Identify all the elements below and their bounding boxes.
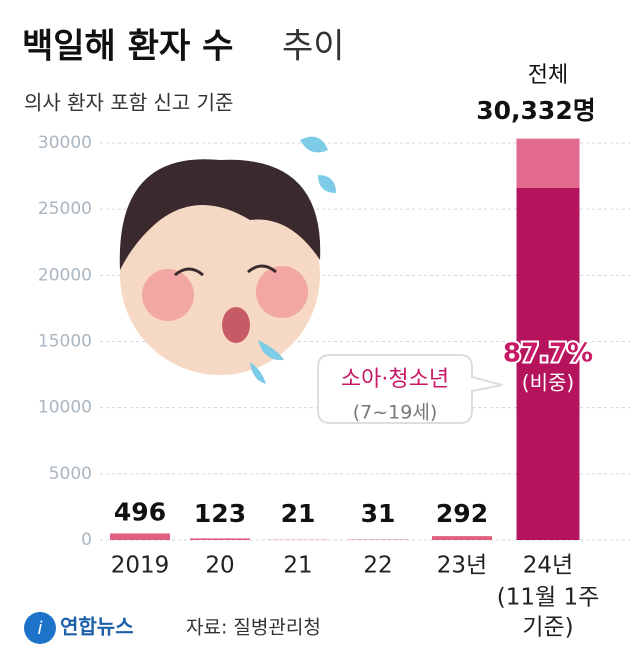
value-label: 496 — [114, 497, 166, 526]
bar-share — [516, 187, 580, 540]
logo: i 연합뉴스 — [24, 612, 134, 644]
share-label: 87.7% — [503, 339, 593, 369]
y-tick-label: 25000 — [38, 199, 92, 219]
y-tick-label: 0 — [81, 530, 92, 550]
y-tick-label: 5000 — [49, 464, 92, 484]
total-label: 전체 — [528, 63, 568, 88]
y-tick-label: 10000 — [38, 398, 92, 418]
y-tick-label: 20000 — [38, 265, 92, 285]
subtitle: 의사 환자 포함 신고 기준 — [24, 91, 233, 115]
annotation: 소아·청소년 — [341, 367, 449, 392]
x-tick-note: (11월 1주 — [497, 585, 600, 611]
bar — [190, 538, 250, 540]
x-tick-label: 21 — [283, 553, 312, 579]
face-illustration — [119, 136, 336, 384]
value-label: 123 — [194, 499, 246, 528]
x-tick-note: 기준) — [522, 615, 573, 641]
x-tick-label: 22 — [363, 553, 392, 579]
value-label: 21 — [281, 499, 316, 528]
logo-text: 연합뉴스 — [60, 615, 134, 639]
value-label: 292 — [436, 499, 488, 528]
bars — [110, 138, 580, 540]
share-caption: (비중) — [522, 371, 574, 395]
bar — [432, 536, 492, 540]
value-label: 30,332명 — [476, 96, 595, 125]
source: 자료: 질병관리청 — [186, 617, 321, 639]
callout: 소아·청소년 (7~19세) — [317, 354, 503, 424]
value-label: 31 — [361, 499, 396, 528]
x-tick-label: 20 — [205, 553, 234, 579]
x-tick-label: 24년 — [523, 553, 573, 579]
annotation-note: (7~19세) — [353, 402, 438, 424]
chart-title-light: 추이 — [282, 27, 345, 67]
y-tick-label: 15000 — [38, 332, 92, 352]
bar — [110, 533, 170, 540]
svg-text:i: i — [37, 618, 42, 639]
x-tick-label: 23년 — [437, 553, 487, 579]
y-tick-label: 30000 — [38, 133, 92, 153]
x-tick-label: 2019 — [111, 553, 170, 579]
chart-title: 백일해 환자 수 — [22, 27, 233, 67]
